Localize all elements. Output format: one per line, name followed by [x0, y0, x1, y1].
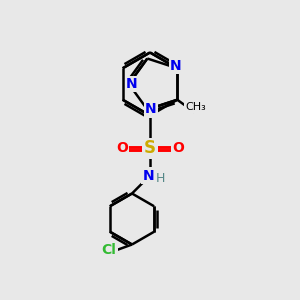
- Text: H: H: [156, 172, 165, 185]
- Text: O: O: [172, 142, 184, 155]
- Text: CH₃: CH₃: [185, 102, 206, 112]
- Text: S: S: [144, 140, 156, 158]
- Text: N: N: [145, 103, 157, 116]
- Text: N: N: [126, 77, 138, 91]
- Text: N: N: [170, 59, 182, 73]
- Text: Cl: Cl: [101, 244, 116, 257]
- Text: N: N: [143, 169, 154, 182]
- Text: O: O: [116, 142, 128, 155]
